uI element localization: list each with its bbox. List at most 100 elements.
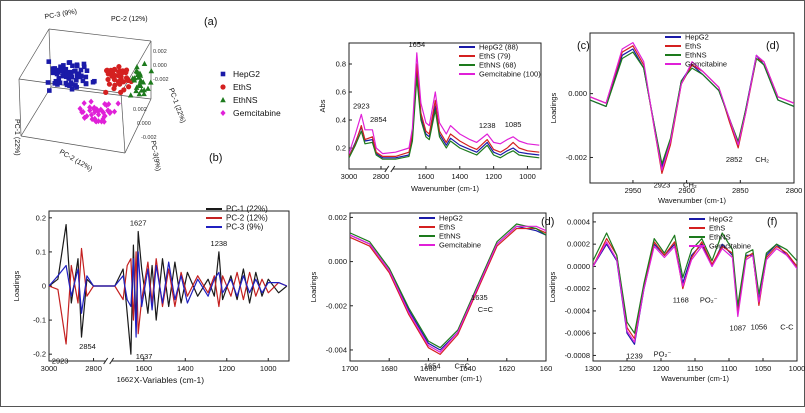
y-tick-label: -0.0006: [565, 329, 590, 338]
score-point: [137, 70, 143, 76]
score-point: [70, 63, 75, 69]
series-line: [49, 251, 288, 338]
panel-letter-b: (b): [209, 152, 222, 164]
legend-entry: HepG2: [439, 214, 463, 223]
score-point: [77, 105, 83, 112]
score-point: [134, 64, 140, 70]
x-tick-label: 1660: [420, 364, 437, 373]
legend-entry: EthNS (68): [479, 61, 517, 70]
cube-edge: [120, 92, 126, 154]
score-point: [87, 104, 93, 111]
legend-entry: Gemcitabine (100): [479, 70, 541, 79]
score-point: [46, 59, 52, 64]
score-point: [99, 108, 105, 115]
score-point: [91, 104, 97, 111]
y-tick-label: -0.0004: [565, 306, 590, 315]
annotation-label: C=C: [478, 305, 494, 314]
score-point: [67, 60, 73, 65]
x-tick-label: 3000: [41, 364, 58, 373]
score-point: [138, 87, 145, 93]
score-point: [116, 69, 122, 75]
x-tick-label: 1620: [498, 364, 515, 373]
score-point: [92, 115, 98, 122]
annotation-label: 1627: [130, 218, 147, 227]
x-tick-label: 1150: [687, 364, 703, 373]
x-tick-label: 2800: [85, 364, 102, 373]
score-point: [61, 63, 66, 68]
panel-letter-c: (c): [577, 40, 590, 52]
y-tick-label: -0.002: [326, 301, 347, 310]
score-point: [45, 80, 51, 85]
x-tick-label: 2800: [786, 186, 803, 195]
panel-letter-d: (d): [541, 216, 554, 228]
score-point: [72, 69, 77, 74]
score-point: [101, 113, 107, 120]
score-point: [87, 107, 93, 114]
x-tick-label: 1250: [619, 364, 636, 373]
score-point: [147, 79, 154, 85]
series-line: [49, 247, 288, 345]
score-point: [111, 67, 117, 73]
y-tick-label: 0.4: [336, 116, 346, 125]
cube-edge: [48, 28, 152, 42]
y-tick-label: -0.2: [33, 350, 46, 359]
annotation-label: 1654: [424, 361, 441, 370]
axis-break-gap: [105, 357, 112, 365]
y-axis-label: Loadings: [549, 93, 558, 124]
series-line: [350, 223, 546, 349]
annotation-label: 1662: [117, 375, 134, 384]
score-point: [103, 102, 110, 109]
score-point: [111, 108, 118, 115]
score-point: [123, 67, 130, 73]
series-line: [350, 225, 546, 353]
x-tick-label: 2850: [732, 186, 749, 195]
chart-phosphate-loadings: 1300 1250 1200 1150 1100 1050 1000 0.0004 0.0002…: [548, 212, 805, 383]
score-point: [148, 68, 155, 74]
series-line: [590, 42, 794, 171]
x-axis-label: Wavenumber (cm-1): [658, 196, 727, 205]
x-tick-label: 3000: [341, 172, 358, 181]
chart-ch2-loadings: 2950 2900 2850 2800 0.000 -0.002 Wavenumber (c…: [549, 32, 803, 205]
x-tick-label: 2950: [625, 186, 642, 195]
score-point: [69, 86, 75, 92]
y-tick-label: 0.0002: [567, 240, 590, 249]
score-point: [118, 89, 124, 95]
score-point: [105, 107, 111, 114]
cube-edge: [18, 78, 22, 137]
score-point: [98, 118, 105, 125]
score-point: [64, 82, 70, 88]
x-tick-label: 2900: [678, 186, 695, 195]
score-point: [116, 64, 122, 70]
annotation-label: 1654: [408, 40, 425, 49]
score-point: [141, 60, 148, 66]
score-point: [220, 84, 226, 90]
cube-edge: [50, 86, 152, 100]
score-point: [64, 71, 70, 76]
x-tick-label: 1000: [789, 364, 805, 373]
y-tick-label: 0.2: [36, 213, 46, 222]
y-axis-label: Loadings: [309, 272, 318, 303]
x-tick-label: 1680: [381, 364, 398, 373]
x-tick-label: 1000: [260, 364, 277, 373]
annotation-label: 2923: [654, 180, 671, 189]
annotation-label: 2854: [79, 342, 96, 351]
legend: HepG2 (88)EthS (79)EthNS (68)Gemcitabine…: [459, 43, 541, 79]
legend-entry: EthNS: [233, 95, 258, 105]
score-point: [56, 76, 62, 81]
axis-break-mark: [384, 165, 390, 173]
axis-tick-label: -0.002: [153, 77, 169, 83]
annotation-label: C-C: [780, 322, 794, 331]
score-point: [81, 61, 87, 67]
chart-pc-loadings: 3000 2800 1600 1400 1200 1000 0.2 0.1 0 -0.1 -0.2 X…: [12, 205, 290, 385]
panel-letter-d-top: (d): [766, 40, 779, 52]
x-tick-label: 1600: [135, 364, 152, 373]
axis-tick-label: -0.002: [141, 135, 157, 141]
score-point: [74, 62, 80, 68]
x-tick-label: 1700: [342, 364, 359, 373]
score-point: [88, 98, 94, 105]
score-point: [125, 84, 132, 90]
score-point: [55, 82, 60, 87]
